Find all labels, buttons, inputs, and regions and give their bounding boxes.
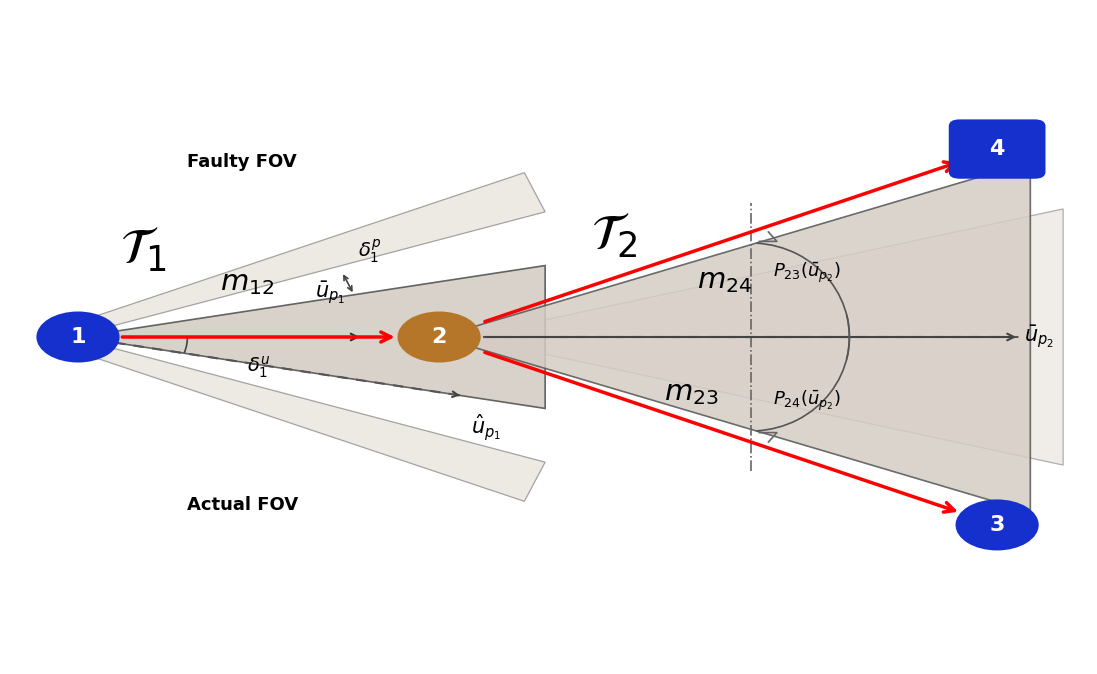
Polygon shape xyxy=(83,340,545,501)
Polygon shape xyxy=(78,266,545,408)
Text: $P_{23}(\bar{u}_{p_2})$: $P_{23}(\bar{u}_{p_2})$ xyxy=(772,261,840,285)
Polygon shape xyxy=(433,209,1063,465)
Text: $\bar{u}_{p_1}$: $\bar{u}_{p_1}$ xyxy=(315,280,344,307)
Circle shape xyxy=(955,499,1039,551)
Text: $\mathcal{T}_1$: $\mathcal{T}_1$ xyxy=(120,225,167,274)
Text: Actual FOV: Actual FOV xyxy=(186,496,297,514)
Text: $m_{24}$: $m_{24}$ xyxy=(697,267,751,295)
Text: $\delta_1^u$: $\delta_1^u$ xyxy=(247,355,270,380)
Text: $\delta_1^p$: $\delta_1^p$ xyxy=(359,237,382,265)
Text: 2: 2 xyxy=(431,327,446,347)
Text: 3: 3 xyxy=(989,515,1005,535)
Text: 1: 1 xyxy=(70,327,86,347)
Polygon shape xyxy=(83,173,545,334)
Text: Faulty FOV: Faulty FOV xyxy=(188,154,297,171)
Text: $\bar{u}_{p_2}$: $\bar{u}_{p_2}$ xyxy=(1025,324,1054,350)
Circle shape xyxy=(36,311,120,363)
Text: $\hat{u}_{p_1}$: $\hat{u}_{p_1}$ xyxy=(471,412,501,443)
Circle shape xyxy=(397,311,480,363)
Polygon shape xyxy=(439,162,1030,512)
Text: $m_{23}$: $m_{23}$ xyxy=(664,379,719,407)
FancyBboxPatch shape xyxy=(949,119,1045,179)
Text: 4: 4 xyxy=(989,139,1005,159)
Text: $\mathcal{T}_2$: $\mathcal{T}_2$ xyxy=(591,212,637,261)
Text: $P_{24}(\bar{u}_{p_2})$: $P_{24}(\bar{u}_{p_2})$ xyxy=(772,389,840,413)
Text: $m_{12}$: $m_{12}$ xyxy=(220,269,274,297)
